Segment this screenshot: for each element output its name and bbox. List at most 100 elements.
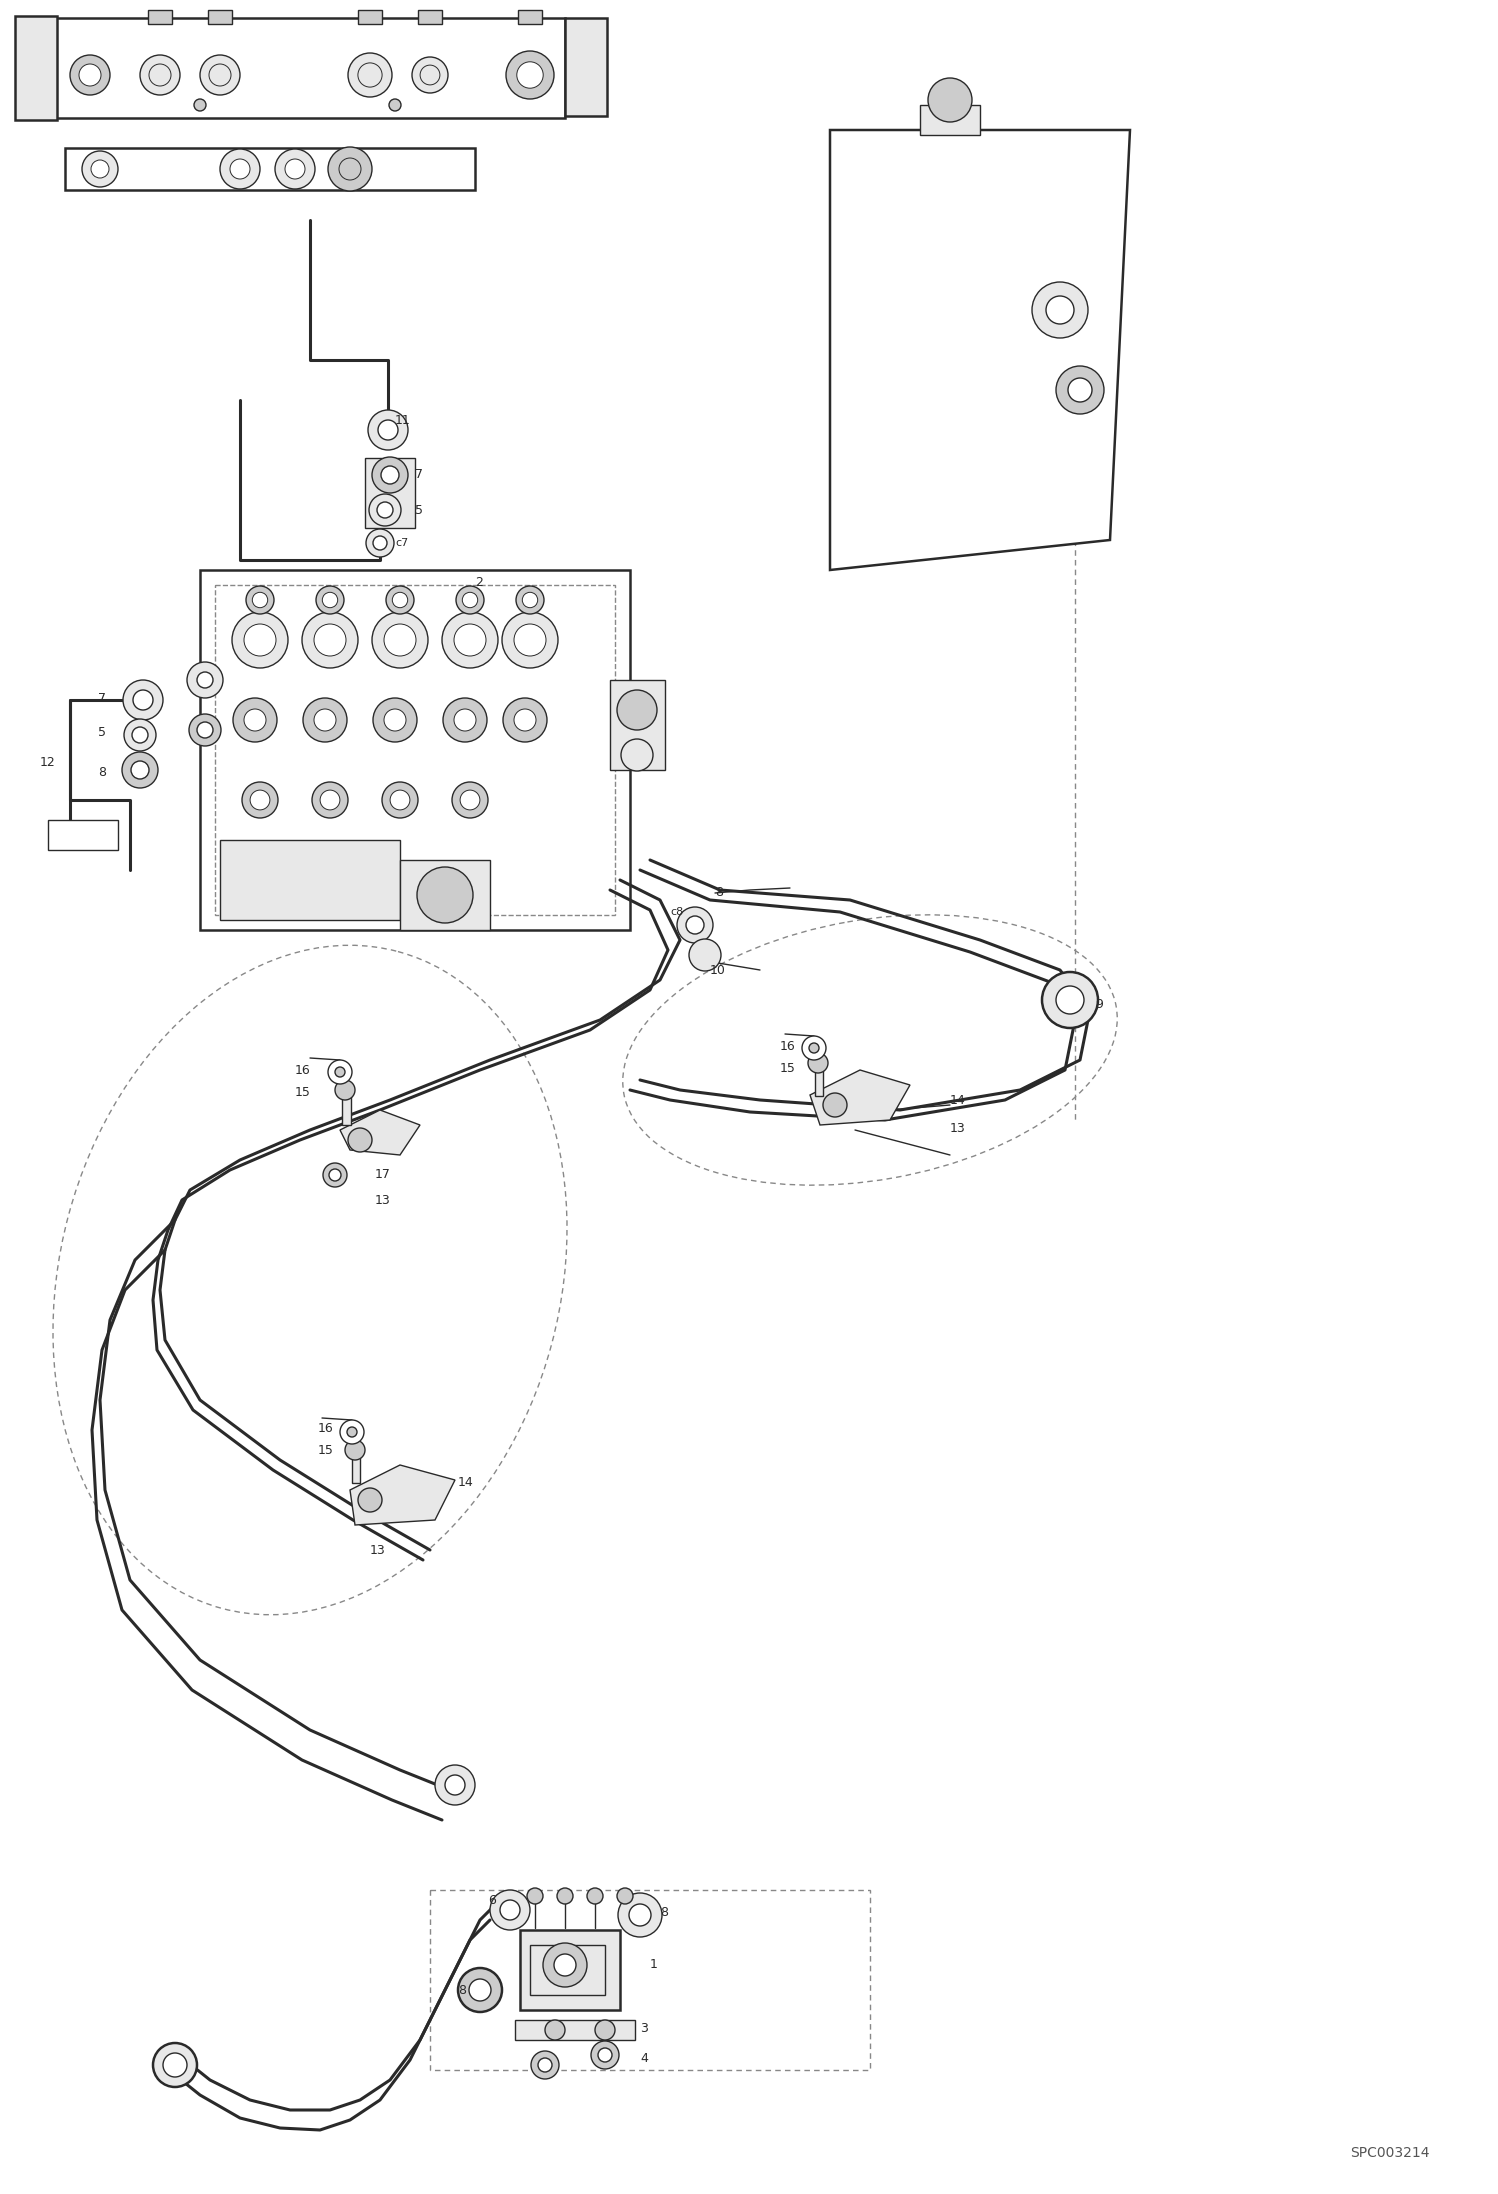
Circle shape bbox=[336, 1079, 355, 1099]
Bar bbox=[418, 11, 442, 24]
Text: 12: 12 bbox=[40, 755, 55, 768]
Circle shape bbox=[617, 689, 658, 731]
Circle shape bbox=[383, 623, 416, 656]
Circle shape bbox=[330, 1169, 342, 1180]
Text: 7: 7 bbox=[97, 691, 106, 704]
Text: 13: 13 bbox=[370, 1545, 386, 1556]
Circle shape bbox=[316, 586, 345, 614]
Circle shape bbox=[198, 671, 213, 689]
Bar bbox=[48, 821, 118, 849]
Circle shape bbox=[246, 586, 274, 614]
Bar bbox=[352, 1455, 360, 1483]
Circle shape bbox=[276, 149, 315, 189]
Text: 8: 8 bbox=[97, 766, 106, 779]
Bar bbox=[515, 2021, 635, 2040]
Bar bbox=[358, 11, 382, 24]
Circle shape bbox=[515, 586, 544, 614]
Circle shape bbox=[517, 61, 544, 88]
Text: 3: 3 bbox=[640, 2021, 647, 2034]
Circle shape bbox=[373, 698, 416, 742]
Circle shape bbox=[382, 781, 418, 818]
Circle shape bbox=[545, 2021, 565, 2040]
Circle shape bbox=[392, 592, 407, 608]
Circle shape bbox=[324, 1163, 348, 1187]
Circle shape bbox=[530, 2051, 559, 2080]
Circle shape bbox=[82, 151, 118, 186]
Text: 14: 14 bbox=[458, 1477, 473, 1490]
Text: 14: 14 bbox=[950, 1093, 966, 1106]
Text: 13: 13 bbox=[374, 1194, 391, 1207]
Text: 15: 15 bbox=[780, 1062, 795, 1075]
Circle shape bbox=[369, 494, 401, 527]
Circle shape bbox=[469, 1979, 491, 2001]
Text: 7: 7 bbox=[415, 470, 422, 480]
Text: 15: 15 bbox=[295, 1086, 312, 1099]
Circle shape bbox=[312, 781, 348, 818]
Circle shape bbox=[801, 1036, 825, 1060]
Circle shape bbox=[198, 722, 213, 737]
Circle shape bbox=[1068, 377, 1092, 402]
Bar bbox=[400, 860, 490, 930]
Circle shape bbox=[132, 726, 148, 744]
Circle shape bbox=[124, 720, 156, 750]
Circle shape bbox=[1056, 366, 1104, 415]
Bar bbox=[815, 1068, 822, 1097]
Text: c8: c8 bbox=[670, 906, 683, 917]
Circle shape bbox=[372, 612, 428, 667]
Circle shape bbox=[285, 158, 306, 180]
Circle shape bbox=[348, 1426, 357, 1437]
Circle shape bbox=[927, 79, 972, 123]
Circle shape bbox=[617, 1889, 634, 1904]
Text: 5: 5 bbox=[97, 726, 106, 739]
Circle shape bbox=[195, 99, 207, 112]
Circle shape bbox=[252, 592, 268, 608]
Circle shape bbox=[380, 465, 398, 485]
Circle shape bbox=[527, 1889, 542, 1904]
Circle shape bbox=[463, 592, 478, 608]
Circle shape bbox=[506, 50, 554, 99]
Circle shape bbox=[315, 709, 336, 731]
Circle shape bbox=[458, 1968, 502, 2012]
Circle shape bbox=[231, 158, 250, 180]
Circle shape bbox=[443, 698, 487, 742]
Text: 17: 17 bbox=[374, 1169, 391, 1183]
Bar bbox=[216, 586, 616, 915]
Circle shape bbox=[490, 1889, 530, 1931]
Bar bbox=[366, 459, 415, 529]
Circle shape bbox=[416, 867, 473, 924]
Text: 8: 8 bbox=[715, 886, 724, 900]
Circle shape bbox=[189, 713, 222, 746]
Circle shape bbox=[373, 535, 386, 551]
Circle shape bbox=[514, 623, 545, 656]
Circle shape bbox=[434, 1764, 475, 1806]
Text: 6: 6 bbox=[488, 1893, 496, 1907]
Circle shape bbox=[454, 623, 485, 656]
Circle shape bbox=[328, 147, 372, 191]
Circle shape bbox=[121, 753, 157, 788]
Circle shape bbox=[523, 592, 538, 608]
Circle shape bbox=[372, 456, 407, 494]
Circle shape bbox=[1032, 283, 1088, 338]
Circle shape bbox=[123, 680, 163, 720]
Bar bbox=[220, 840, 400, 919]
Text: 16: 16 bbox=[295, 1064, 310, 1077]
Circle shape bbox=[1043, 972, 1098, 1029]
Circle shape bbox=[542, 1944, 587, 1988]
Circle shape bbox=[386, 586, 413, 614]
Circle shape bbox=[210, 64, 231, 86]
Circle shape bbox=[419, 66, 440, 86]
Polygon shape bbox=[351, 1466, 455, 1525]
Bar bbox=[15, 15, 57, 121]
Circle shape bbox=[358, 64, 382, 88]
Circle shape bbox=[70, 55, 109, 94]
Circle shape bbox=[595, 2021, 616, 2040]
Circle shape bbox=[500, 1900, 520, 1920]
Text: 11: 11 bbox=[395, 412, 410, 426]
Circle shape bbox=[244, 623, 276, 656]
Bar bbox=[64, 147, 475, 191]
Circle shape bbox=[412, 57, 448, 92]
Circle shape bbox=[689, 939, 721, 972]
Circle shape bbox=[1046, 296, 1074, 325]
Circle shape bbox=[340, 1420, 364, 1444]
Circle shape bbox=[339, 158, 361, 180]
